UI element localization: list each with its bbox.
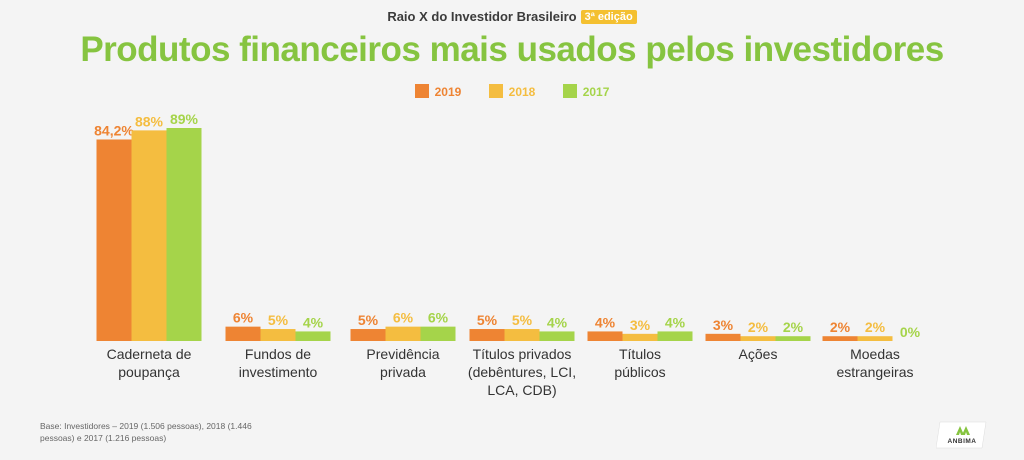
data-label-2018-6: 2% bbox=[865, 319, 886, 335]
bar-2019-4 bbox=[587, 331, 623, 341]
data-label-2017-6: 0% bbox=[900, 324, 921, 340]
legend-item-2017: 2017 bbox=[562, 84, 610, 99]
category-label-5: Ações bbox=[739, 346, 778, 362]
data-label-2017-5: 2% bbox=[783, 319, 804, 335]
legend-swatch-2018 bbox=[488, 84, 503, 98]
data-label-2019-3: 5% bbox=[477, 312, 498, 328]
data-label-2019-0: 84,2% bbox=[94, 122, 134, 138]
bar-2018-6 bbox=[857, 336, 893, 341]
data-label-2018-2: 6% bbox=[393, 310, 414, 326]
data-label-2019-5: 3% bbox=[713, 317, 734, 333]
legend-label-2019: 2019 bbox=[434, 85, 462, 99]
footnote: Base: Investidores – 2019 (1.506 pessoas… bbox=[40, 421, 252, 443]
legend-item-2018: 2018 bbox=[488, 84, 536, 99]
category-label-6: Moedas estrangeiras bbox=[836, 346, 913, 380]
data-label-2017-2: 6% bbox=[428, 310, 449, 326]
bar-2018-5 bbox=[740, 336, 776, 341]
data-label-2018-3: 5% bbox=[512, 312, 533, 328]
logo-text: ANBIMA bbox=[947, 438, 977, 445]
bar-2017-2 bbox=[420, 326, 456, 341]
data-label-2019-2: 5% bbox=[358, 312, 379, 328]
bar-2017-5 bbox=[775, 336, 811, 341]
anbima-logo: ANBIMA bbox=[935, 420, 988, 450]
legend-item-2019: 2019 bbox=[414, 84, 462, 99]
bar-2019-5 bbox=[705, 333, 741, 341]
supertitle-text: Raio X do Investidor Brasileiro bbox=[387, 9, 577, 24]
edition-badge: 3ª edição bbox=[580, 10, 637, 24]
data-label-2018-5: 2% bbox=[748, 319, 769, 335]
bar-2019-2 bbox=[350, 329, 386, 341]
legend-swatch-2017 bbox=[562, 84, 577, 98]
anbima-logo-icon bbox=[935, 421, 987, 449]
legend-swatch-2019 bbox=[414, 84, 429, 98]
category-label-4: Títulos públicos bbox=[614, 346, 665, 380]
legend: 2019 2018 2017 bbox=[0, 84, 1024, 99]
category-label-1: Fundos de investimento bbox=[239, 346, 318, 380]
bar-2018-0 bbox=[131, 130, 167, 341]
bar-2018-4 bbox=[622, 333, 658, 341]
data-label-2017-1: 4% bbox=[303, 314, 324, 330]
bar-2019-3 bbox=[469, 329, 505, 341]
data-label-2019-1: 6% bbox=[233, 310, 254, 326]
data-label-2019-4: 4% bbox=[595, 314, 616, 330]
category-label-3: Títulos privados (debêntures, LCI, LCA, CD… bbox=[468, 346, 576, 398]
supertitle: Raio X do Investidor Brasileiro 3ª edição bbox=[0, 9, 1024, 24]
data-label-2017-4: 4% bbox=[665, 314, 686, 330]
data-label-2019-6: 2% bbox=[830, 319, 851, 335]
data-label-2018-0: 88% bbox=[135, 113, 164, 129]
legend-label-2017: 2017 bbox=[582, 85, 610, 99]
data-label-2017-3: 4% bbox=[547, 314, 568, 330]
chart-title: Produtos financeiros mais usados pelos i… bbox=[80, 30, 944, 69]
bar-2019-0 bbox=[96, 139, 132, 341]
category-label-0: Caderneta de poupança bbox=[107, 346, 192, 380]
bar-2017-1 bbox=[295, 331, 331, 341]
data-label-2018-1: 5% bbox=[268, 312, 289, 328]
data-label-2017-0: 89% bbox=[170, 111, 199, 127]
bar-2019-6 bbox=[822, 336, 858, 341]
bar-2017-0 bbox=[166, 128, 202, 341]
bar-2017-3 bbox=[539, 331, 575, 341]
legend-label-2018: 2018 bbox=[508, 85, 536, 99]
bar-2018-1 bbox=[260, 329, 296, 341]
bar-2019-1 bbox=[225, 326, 261, 341]
bar-2017-4 bbox=[657, 331, 693, 341]
data-label-2018-4: 3% bbox=[630, 317, 651, 333]
bar-2018-2 bbox=[385, 326, 421, 341]
category-label-2: Previdência privada bbox=[366, 346, 439, 380]
bar-2018-3 bbox=[504, 329, 540, 341]
